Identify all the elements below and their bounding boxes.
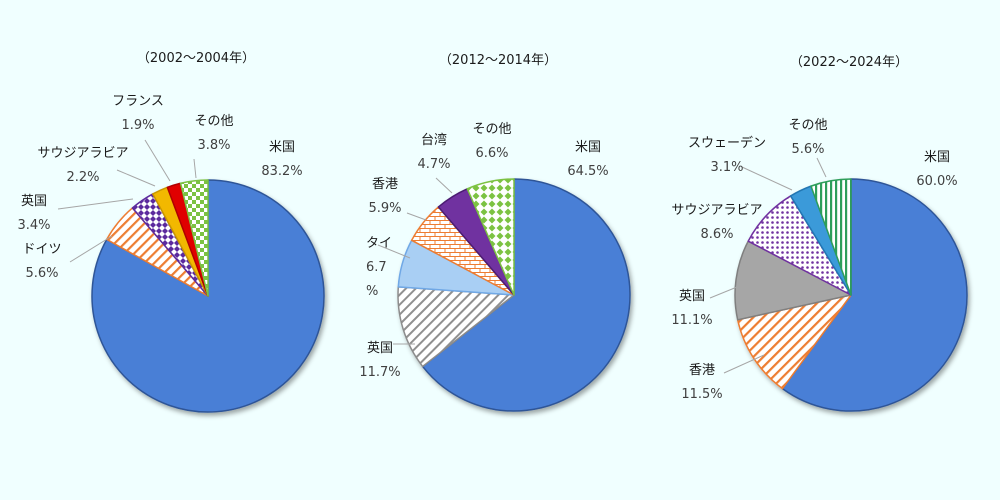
slice-label: その他 (194, 114, 233, 129)
slice-label: その他 (472, 122, 511, 137)
pie-chart-2: （2012～2014年） 米国 64.5% 英国 11.7% タイ 6.7% 香港 5.9% 台湾… (359, 53, 631, 412)
slice-value-label: 83.2% (261, 164, 302, 179)
slice-value-label: 3.8% (197, 138, 230, 153)
slice-value-label: 6.7 (366, 260, 387, 275)
slice-value-label: 5.6% (25, 266, 58, 281)
slice-value-label: 5.9% (368, 201, 401, 216)
slice-label: 香港 (689, 363, 715, 378)
slice-label: 英国 (679, 289, 705, 304)
pie-chart-3: （2022～2024年） 米国 60.0% 香港 11.5% 英国 11.1% サウジアラビア… (671, 55, 968, 412)
slice-label: タイ (366, 236, 392, 251)
slice-value-label: 11.5% (681, 387, 722, 402)
leader-line (816, 157, 827, 178)
slice-label: ドイツ (22, 242, 61, 257)
slice-label: フランス (112, 94, 164, 109)
pie-slice-6 (466, 178, 515, 296)
leader-line (377, 244, 411, 259)
pie-slice-2 (736, 294, 852, 390)
slice-value-label: 8.6% (700, 227, 733, 242)
slice-value-label: 6.6% (475, 146, 508, 161)
chart-title: （2012～2014年） (439, 53, 557, 68)
pie-slice-3 (734, 240, 852, 321)
leader-line (709, 286, 738, 299)
pie-slice-1 (781, 178, 968, 412)
slice-value-label: 3.1% (710, 160, 743, 175)
slice-value-label: 2.2% (66, 170, 99, 185)
slice-label: 英国 (21, 194, 47, 209)
pie-slice-6 (179, 179, 209, 297)
slice-label: その他 (788, 118, 827, 133)
leader-line (144, 139, 171, 182)
slice-label: サウジアラビア (671, 203, 762, 218)
slice-label: 米国 (575, 140, 601, 155)
slice-value-unit: % (366, 284, 378, 299)
leader-line (723, 354, 765, 374)
slice-label: 米国 (269, 140, 295, 155)
slice-value-label: 5.6% (791, 142, 824, 157)
slice-label: 香港 (372, 177, 398, 192)
leader-line (69, 235, 113, 263)
slice-value-label: 60.0% (916, 174, 957, 189)
slice-value-label: 11.7% (359, 365, 400, 380)
slice-value-label: 1.9% (121, 118, 154, 133)
chart-title: （2022～2024年） (790, 55, 908, 70)
leader-line (741, 166, 793, 191)
slice-label: 台湾 (421, 132, 447, 148)
pie-slice-6 (810, 178, 852, 296)
leader-line (406, 212, 427, 221)
slice-value-label: 3.4% (17, 218, 50, 233)
slice-label: サウジアラビア (37, 146, 128, 161)
chart-title: （2002～2004年） (137, 51, 255, 66)
pie-chart-1: （2002～2004年） 米国 83.2% ドイツ 5.6% 英国 3.4% サウジアラビア 2… (17, 51, 325, 413)
leader-line (57, 198, 134, 210)
slice-label: スウェーデン (688, 135, 766, 151)
slice-value-label: 11.1% (671, 313, 712, 328)
slice-label: 英国 (367, 341, 393, 356)
leader-line (193, 158, 197, 179)
leader-line (435, 177, 453, 194)
slice-label: 米国 (924, 150, 950, 165)
slice-value-label: 64.5% (567, 164, 608, 179)
leader-line (116, 169, 156, 187)
pie-slice-1 (421, 178, 631, 412)
slice-value-label: 4.7% (417, 157, 450, 172)
pie-slice-2 (397, 286, 515, 368)
